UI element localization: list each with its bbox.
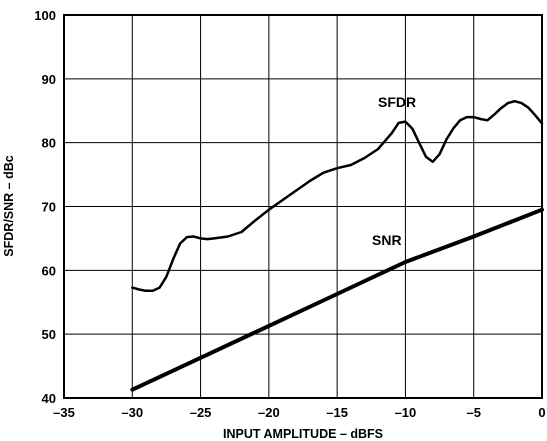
- tick-labels: –35 –30 –25 –20 –15 –10 –5 0 40 50 60 70 80 90 100: [34, 8, 545, 420]
- x-tick-label: –25: [190, 405, 212, 420]
- x-tick-label: –20: [258, 405, 280, 420]
- y-tick-label: 50: [42, 327, 56, 342]
- x-tick-label: 0: [538, 405, 545, 420]
- y-axis-title: SFDR/SNR – dBc: [2, 155, 16, 256]
- series-layer: [130, 99, 544, 392]
- x-tick-label: –10: [395, 405, 417, 420]
- x-tick-label: –5: [466, 405, 480, 420]
- y-tick-label: 60: [42, 263, 56, 278]
- y-tick-label: 70: [42, 200, 56, 215]
- y-tick-label: 100: [34, 8, 56, 23]
- series-line-snr: [130, 207, 544, 392]
- gridlines: [64, 15, 542, 398]
- x-tick-label: –35: [53, 405, 75, 420]
- y-tick-label: 80: [42, 136, 56, 151]
- series-label-snr: SNR: [372, 232, 402, 248]
- series-label-sfdr: SFDR: [378, 94, 416, 110]
- x-axis-title: INPUT AMPLITUDE – dBFS: [223, 427, 383, 441]
- x-tick-label: –30: [121, 405, 143, 420]
- y-tick-label: 90: [42, 72, 56, 87]
- plot-frame: [63, 14, 543, 399]
- x-tick-label: –15: [326, 405, 348, 420]
- y-tick-label: 40: [42, 391, 56, 406]
- series-line-sfdr: [131, 99, 544, 293]
